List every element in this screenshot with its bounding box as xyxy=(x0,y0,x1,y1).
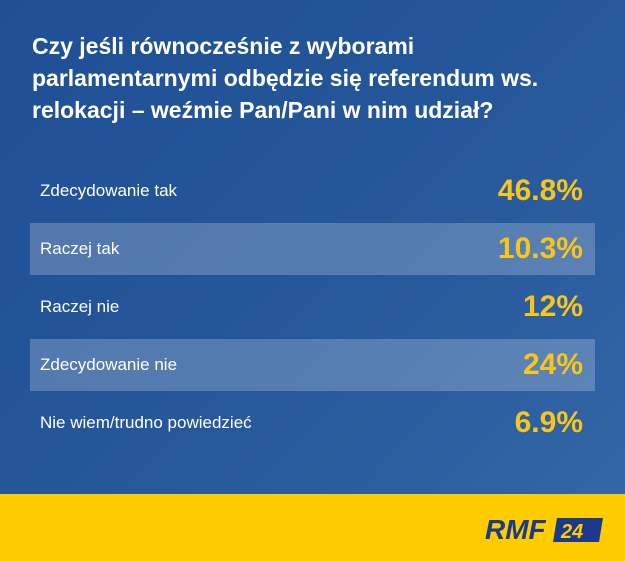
table-row: Raczej nie 12% xyxy=(30,278,595,336)
row-value: 24% xyxy=(522,348,583,381)
table-row: Zdecydowanie nie 24% xyxy=(30,339,595,391)
results-table: Zdecydowanie tak 46.8% Raczej tak 10.3% Racz… xyxy=(30,162,595,452)
row-label: Raczej nie xyxy=(40,297,120,316)
table-row: Raczej tak 10.3% xyxy=(30,223,595,275)
row-value: 6.9% xyxy=(514,406,583,439)
row-value: 46.8% xyxy=(497,174,583,207)
row-label: Raczej tak xyxy=(40,239,120,258)
row-value: 10.3% xyxy=(497,232,583,265)
row-label: Zdecydowanie nie xyxy=(40,355,178,374)
table-row: Zdecydowanie tak 46.8% xyxy=(30,162,595,220)
footer-band: RMF 24 xyxy=(0,494,625,561)
row-value: 12% xyxy=(522,290,583,323)
svg-text:RMF: RMF xyxy=(485,514,547,544)
row-label: Zdecydowanie tak xyxy=(40,181,178,200)
row-label: Nie wiem/trudno powiedzieć xyxy=(40,413,252,432)
chart-title: Czy jeśli równocześnie z wyborami parlam… xyxy=(32,33,539,123)
rmf24-logo: RMF 24 xyxy=(485,514,603,544)
svg-text:24: 24 xyxy=(560,521,583,543)
table-row: Nie wiem/trudno powiedzieć 6.9% xyxy=(30,394,595,452)
